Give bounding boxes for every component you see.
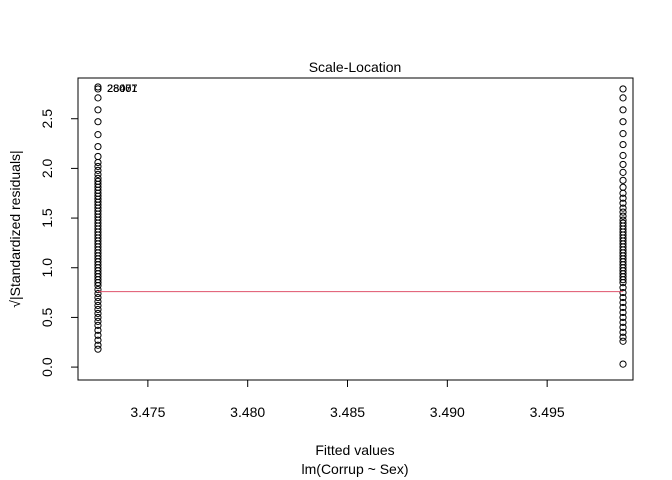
y-tick-label: 1.5 <box>39 208 55 228</box>
x-tick-label: 3.495 <box>530 404 565 420</box>
data-point <box>619 94 627 102</box>
data-point <box>619 194 627 202</box>
x-axis-label: Fitted values <box>315 442 394 458</box>
point-label: 28007 <box>107 83 138 95</box>
plot-frame <box>77 77 634 381</box>
data-point <box>619 140 627 149</box>
data-point <box>619 85 627 93</box>
y-axis-label: √|Standardized residuals| <box>7 150 23 307</box>
data-point <box>94 289 102 298</box>
data-point <box>619 360 627 368</box>
data-point <box>619 160 627 169</box>
data-point <box>94 118 102 126</box>
data-point <box>94 279 102 287</box>
data-point <box>94 297 102 306</box>
data-point <box>619 151 627 160</box>
data-point <box>619 308 627 317</box>
data-point <box>94 301 102 310</box>
data-point <box>619 168 627 176</box>
data-point <box>94 321 102 329</box>
point-label: 28461 <box>107 83 138 95</box>
data-point <box>619 337 627 345</box>
y-tick-label: 2.0 <box>39 158 55 178</box>
points-layer <box>94 83 627 368</box>
data-point <box>619 303 627 312</box>
data-point <box>619 293 627 302</box>
x-tick-label: 3.475 <box>130 404 165 420</box>
x-tick-label: 3.490 <box>430 404 465 420</box>
x-axis-subtitle: lm(Corrup ~ Sex) <box>302 461 409 477</box>
data-point <box>619 288 627 297</box>
data-point <box>94 131 102 139</box>
data-point <box>619 318 627 326</box>
data-point <box>94 152 102 161</box>
data-point <box>619 130 627 138</box>
data-point <box>94 317 102 325</box>
data-point <box>94 313 102 322</box>
data-point <box>94 94 102 102</box>
point-label: 2807 <box>107 83 131 95</box>
data-point <box>94 345 102 353</box>
data-point <box>94 282 102 290</box>
data-point <box>619 333 627 341</box>
data-point <box>619 279 627 287</box>
data-point <box>94 341 102 349</box>
y-tick-label: 0.0 <box>39 357 55 377</box>
data-point <box>94 331 102 339</box>
data-point <box>94 336 102 344</box>
data-point <box>94 166 102 174</box>
data-point <box>94 309 102 318</box>
data-point <box>94 85 102 93</box>
data-point <box>619 176 627 184</box>
y-tick-label: 1.0 <box>39 258 55 278</box>
data-point <box>619 204 627 212</box>
x-tick-label: 3.485 <box>330 404 365 420</box>
data-point <box>94 83 102 91</box>
chart-title: Scale-Location <box>309 59 402 75</box>
data-point <box>619 183 627 191</box>
data-point <box>619 328 627 336</box>
x-axis: 3.475 3.480 3.485 3.490 3.495 <box>130 379 565 420</box>
data-point <box>619 313 627 322</box>
data-point <box>94 106 102 114</box>
data-point <box>94 293 102 302</box>
data-point <box>619 298 627 307</box>
y-tick-label: 0.5 <box>39 307 55 327</box>
data-point <box>619 212 627 220</box>
data-point <box>619 284 627 292</box>
data-point <box>94 326 102 334</box>
data-point <box>619 208 627 216</box>
data-point <box>94 142 102 151</box>
data-point <box>94 305 102 314</box>
data-point <box>94 285 102 294</box>
data-point <box>619 323 627 331</box>
y-tick-label: 2.5 <box>39 109 55 129</box>
y-axis: 0.0 0.5 1.0 1.5 2.0 2.5 <box>39 109 79 377</box>
data-point <box>94 170 102 178</box>
data-point <box>619 106 627 114</box>
data-point <box>619 199 627 207</box>
data-point <box>94 162 102 171</box>
data-point <box>619 189 627 197</box>
data-point <box>619 118 627 126</box>
data-point <box>619 276 627 284</box>
data-point <box>94 158 102 167</box>
x-tick-label: 3.480 <box>230 404 265 420</box>
